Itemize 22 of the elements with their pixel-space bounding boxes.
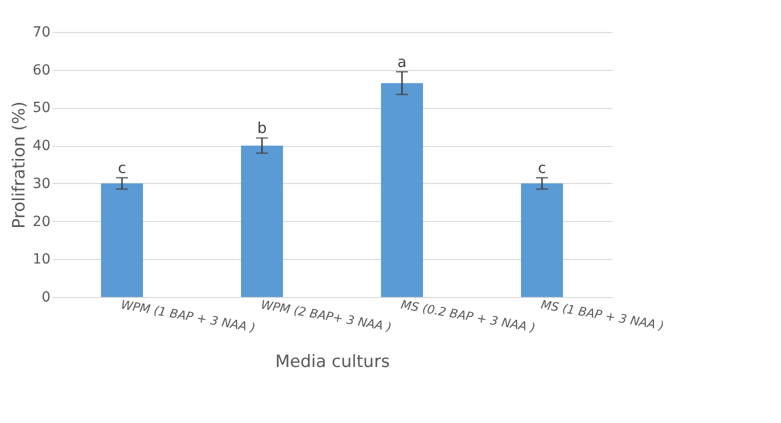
y-tick-label: 40 [32,138,50,154]
x-tick-label: WPM (1 BAP + 3 NAA ) [120,298,256,335]
y-axis-title: Prolifration (%) [10,101,30,229]
y-tick-label: 60 [32,62,50,78]
bar [101,183,143,297]
y-tick-label: 0 [42,290,50,306]
x-tick-label: MS (1 BAP + 3 NAA ) [540,298,666,333]
bar [521,183,563,297]
bar [381,83,423,297]
x-tick-label: WPM (2 BAP+ 3 NAA ) [260,298,393,334]
y-tick-label: 30 [32,176,50,192]
annotation: a [397,52,407,71]
x-axis-title: Media culturs [275,352,390,372]
x-tick-label: MS (0.2 BAP + 3 NAA ) [400,298,536,335]
y-tick-label: 50 [32,100,50,116]
annotation: c [538,158,546,177]
annotation: c [118,158,126,177]
y-tick-label: 10 [32,252,50,268]
y-tick-label: 20 [32,214,50,230]
bar [241,146,283,297]
annotation: b [257,119,267,137]
y-tick-label: 70 [32,24,50,40]
